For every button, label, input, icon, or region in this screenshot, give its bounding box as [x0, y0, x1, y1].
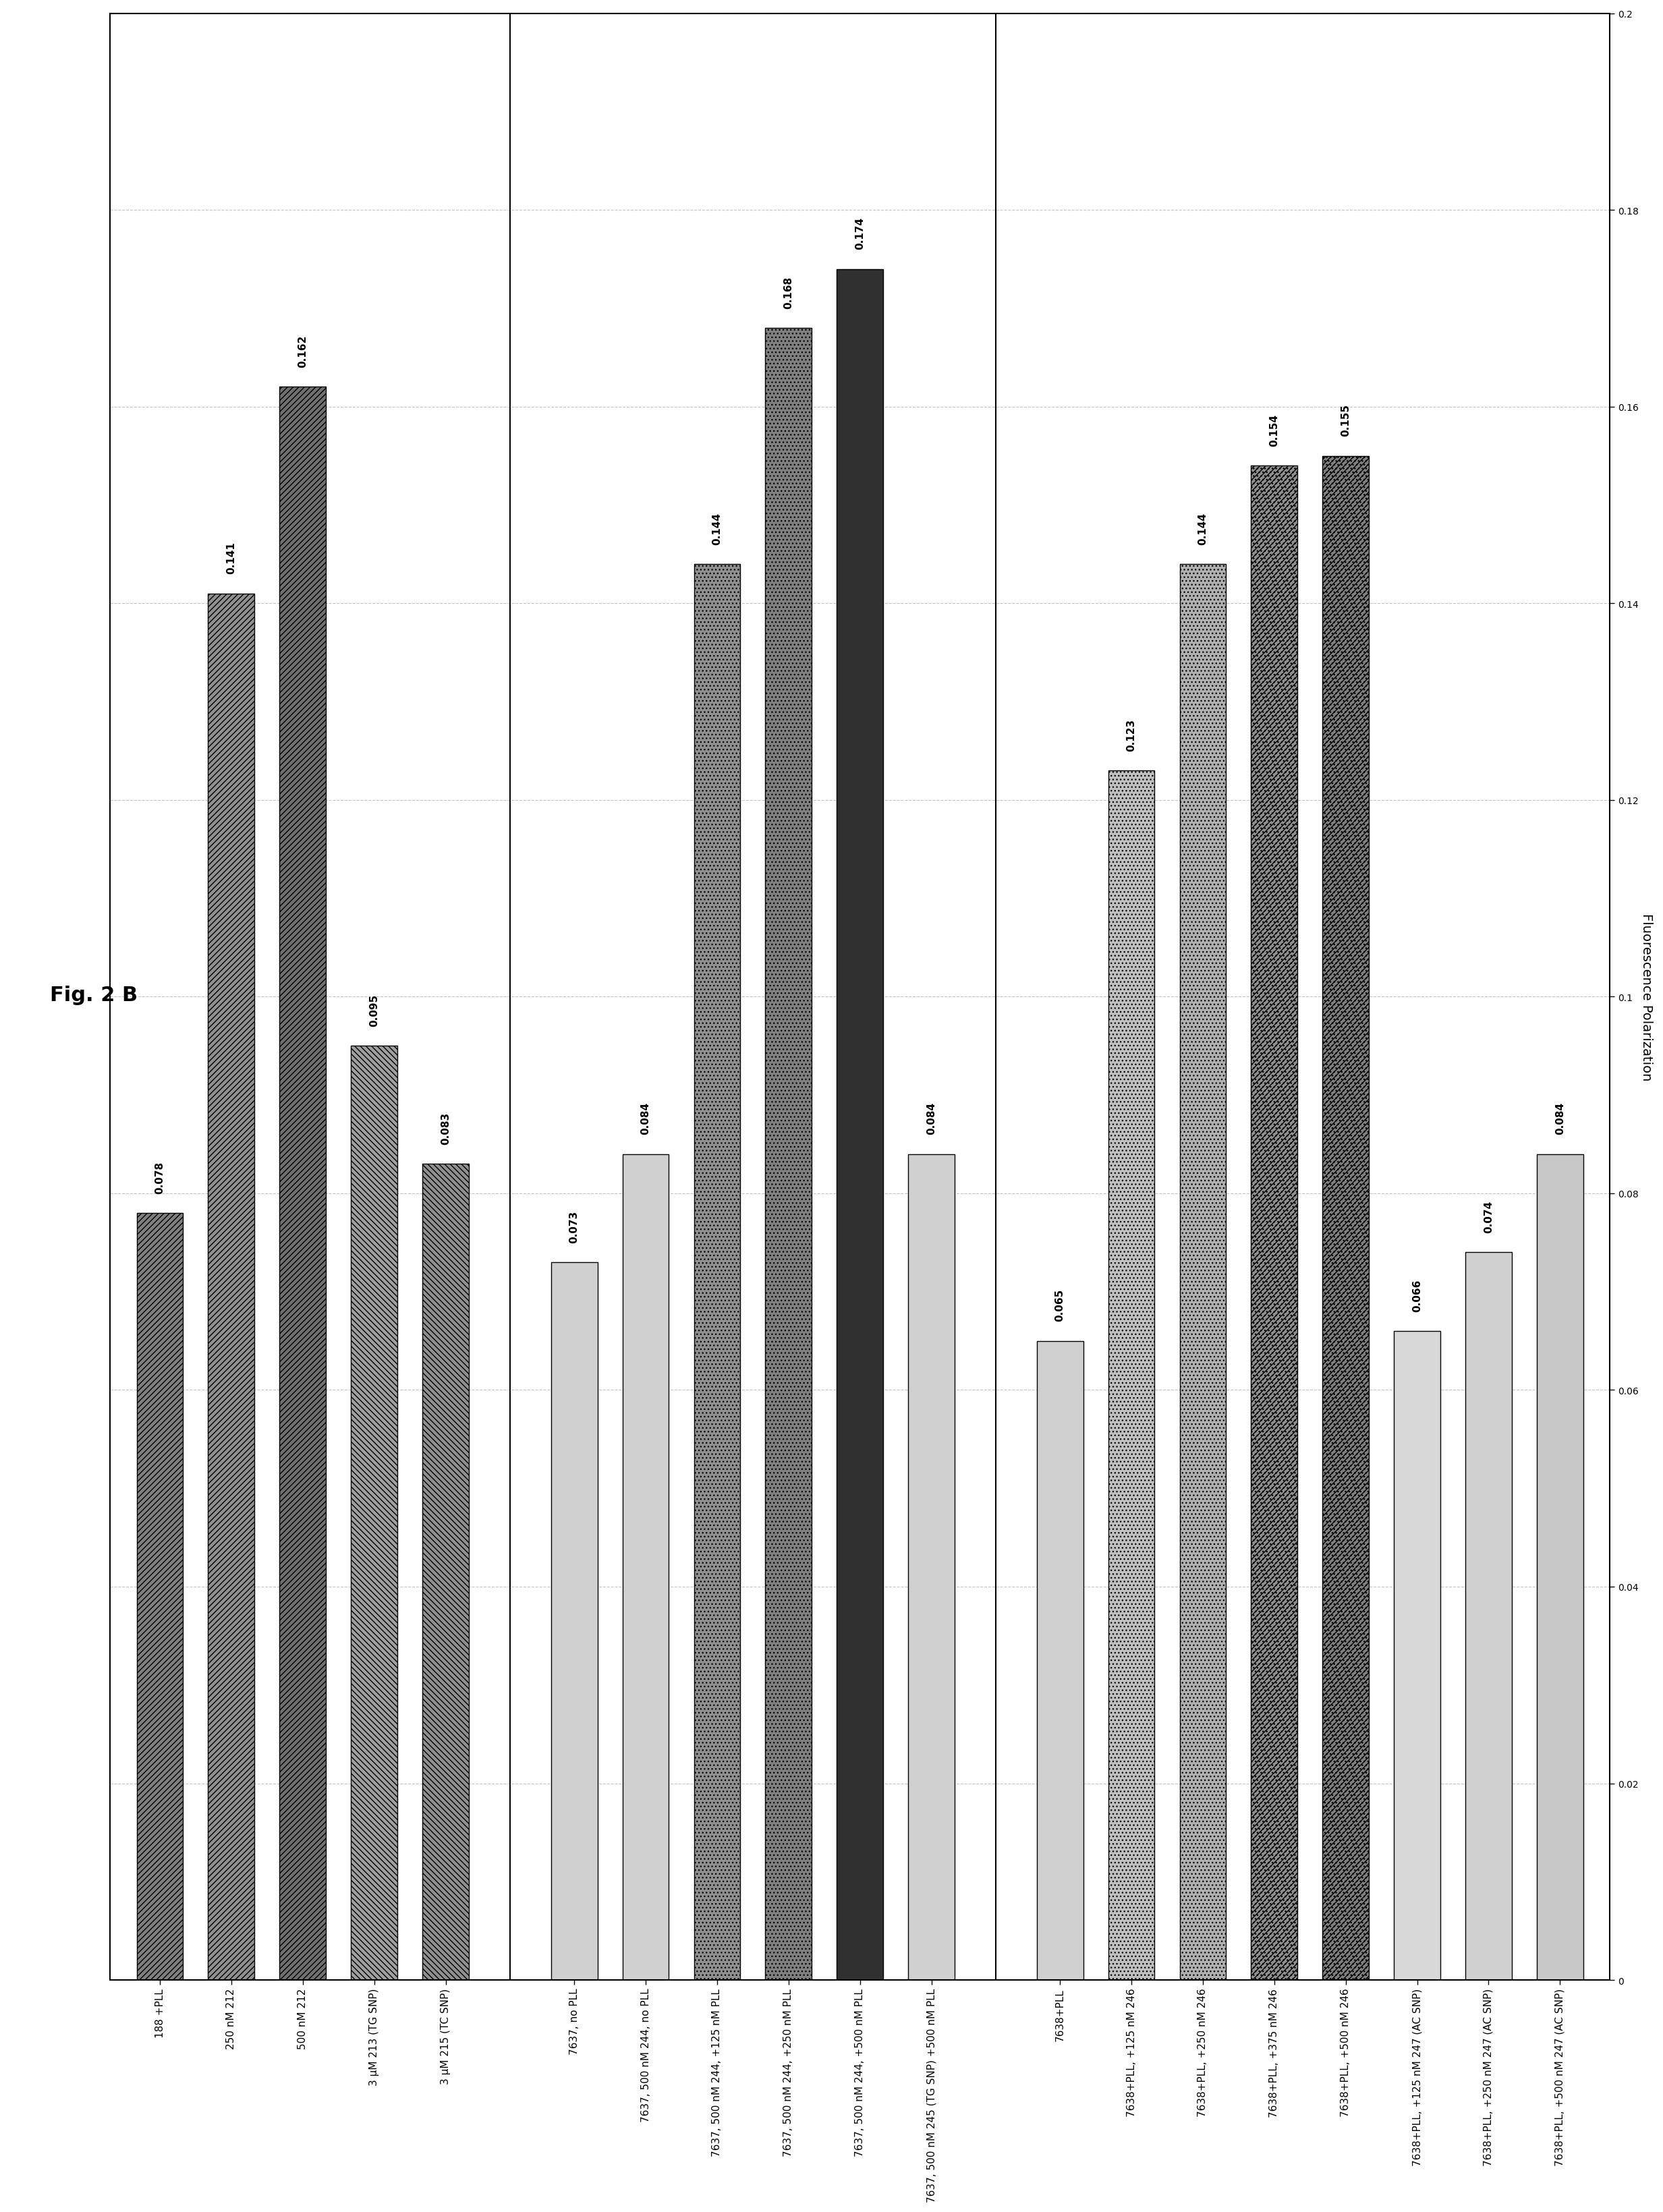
Text: 0.162: 0.162 [298, 336, 308, 367]
Text: 0.073: 0.073 [569, 1210, 579, 1243]
Bar [279, 387, 326, 1980]
Bar [1394, 1332, 1440, 1980]
Bar [1036, 1340, 1083, 1980]
Text: 0.095: 0.095 [369, 993, 379, 1026]
Bar [1108, 770, 1154, 1980]
Bar [836, 270, 883, 1980]
Text: 0.066: 0.066 [1412, 1279, 1422, 1312]
Text: 0.144: 0.144 [1197, 513, 1207, 544]
Text: 0.084: 0.084 [1555, 1102, 1565, 1135]
Bar [1322, 456, 1369, 1980]
Text: 0.174: 0.174 [855, 217, 865, 250]
Text: 0.168: 0.168 [783, 276, 793, 310]
Bar [550, 1263, 597, 1980]
Text: 0.084: 0.084 [640, 1102, 650, 1135]
Bar [208, 593, 254, 1980]
Text: 0.078: 0.078 [155, 1161, 165, 1194]
Bar [908, 1155, 955, 1980]
Bar [1251, 467, 1297, 1980]
Bar [1179, 564, 1226, 1980]
Text: 0.065: 0.065 [1054, 1290, 1064, 1321]
Text: 0.155: 0.155 [1340, 405, 1350, 436]
Text: 0.084: 0.084 [926, 1102, 936, 1135]
Text: Fig. 2 B: Fig. 2 B [50, 987, 138, 1004]
Text: 0.154: 0.154 [1269, 414, 1279, 447]
Text: 0.144: 0.144 [712, 513, 722, 544]
Bar [693, 564, 740, 1980]
Text: 0.083: 0.083 [441, 1113, 451, 1144]
Bar [351, 1046, 397, 1980]
Bar [622, 1155, 669, 1980]
Bar [1465, 1252, 1512, 1980]
Bar [1537, 1155, 1583, 1980]
Y-axis label: Fluorescence Polarization: Fluorescence Polarization [1640, 914, 1653, 1082]
Text: 0.074: 0.074 [1483, 1201, 1493, 1232]
Bar [765, 327, 812, 1980]
Bar [422, 1164, 469, 1980]
Text: 0.123: 0.123 [1126, 719, 1136, 752]
Bar [136, 1212, 183, 1980]
Text: 0.141: 0.141 [226, 542, 236, 575]
